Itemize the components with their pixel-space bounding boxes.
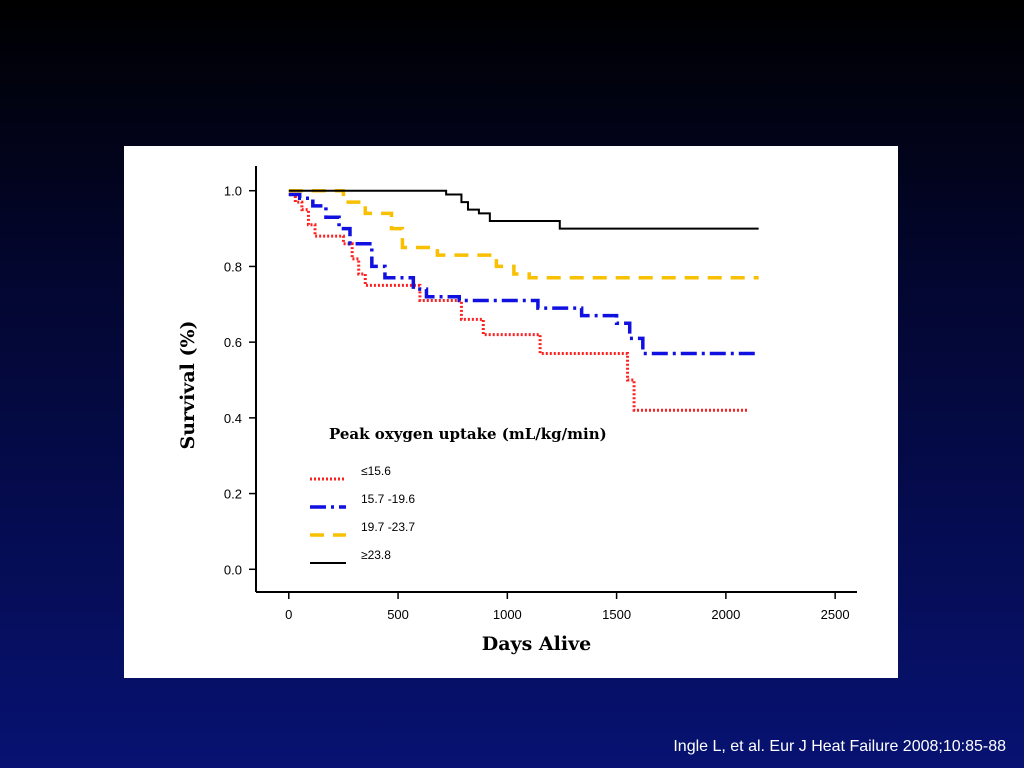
legend: Peak oxygen uptake (mL/kg/min) ≤15.6 15.7 … xyxy=(310,425,607,564)
series-line-4 xyxy=(288,189,759,230)
x-axis-label: Days Alive xyxy=(482,633,591,655)
survival-chart: 0.0 0.2 0.4 0.6 0.8 1.0 0 500 1000 1500 2000 2500 Da… xyxy=(177,166,857,655)
legend-label-1: ≤15.6 xyxy=(361,464,391,478)
series-line-1 xyxy=(288,193,748,412)
citation: Ingle L, et al. Eur J Heat Failure 2008;… xyxy=(673,738,1006,755)
series-lines xyxy=(288,188,759,412)
x-tick-label: 2500 xyxy=(821,607,850,622)
x-tick-label: 1500 xyxy=(602,607,631,622)
y-tick-label: 0.8 xyxy=(224,259,242,274)
legend-label-4: ≥23.8 xyxy=(361,548,391,562)
legend-title: Peak oxygen uptake (mL/kg/min) xyxy=(329,425,607,443)
legend-label-3: 19.7 -23.7 xyxy=(361,520,415,534)
series-line-3 xyxy=(288,188,759,280)
x-tick-label: 2000 xyxy=(711,607,740,622)
figure-panel: 0.0 0.2 0.4 0.6 0.8 1.0 0 500 1000 1500 2000 2500 Da… xyxy=(124,146,898,678)
legend-label-2: 15.7 -19.6 xyxy=(361,492,415,506)
y-tick-label: 0.6 xyxy=(224,335,242,350)
x-tick-label: 0 xyxy=(285,607,292,622)
y-tick-label: 0.2 xyxy=(224,487,242,502)
y-axis-label: Survival (%) xyxy=(177,320,199,449)
x-tick-label: 1000 xyxy=(493,607,522,622)
axes: 0.0 0.2 0.4 0.6 0.8 1.0 0 500 1000 1500 2000 2500 Da… xyxy=(177,166,857,655)
y-tick-label: 0.4 xyxy=(224,411,242,426)
y-tick-label: 1.0 xyxy=(224,184,242,199)
x-tick-label: 500 xyxy=(387,607,409,622)
y-tick-label: 0.0 xyxy=(224,562,242,577)
